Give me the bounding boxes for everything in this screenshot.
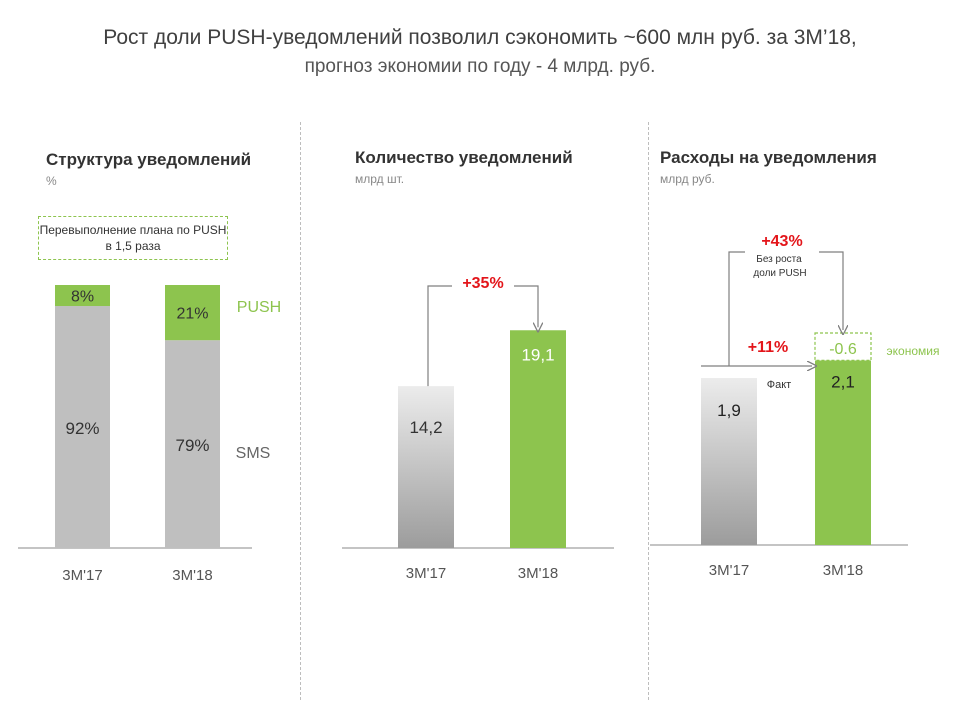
tick-label: 3M'18 — [823, 562, 863, 579]
no-growth-label-bg — [745, 230, 819, 284]
data-label: 92% — [65, 419, 99, 438]
chart-unit: млрд шт. — [355, 172, 405, 186]
chart-unit: млрд руб. — [660, 172, 715, 186]
data-label: 14,2 — [409, 418, 442, 437]
savings-label: -0.6 — [829, 341, 857, 358]
fact-change-label: +11% — [748, 339, 788, 356]
panel-divider — [648, 122, 649, 700]
savings-caption: экономия — [887, 344, 940, 358]
legend-push: PUSH — [237, 299, 281, 316]
legend-sms: SMS — [236, 445, 271, 462]
fact-caption: Факт — [767, 379, 791, 391]
data-label: 21% — [176, 306, 208, 323]
slide-title: Рост доли PUSH-уведомлений позволил сэко… — [103, 26, 857, 49]
chart-title: Структура уведомлений — [46, 150, 252, 169]
tick-label: 3M'17 — [709, 562, 749, 579]
bar-sms — [55, 306, 110, 548]
data-label: 19,1 — [521, 345, 554, 364]
data-label: 1,9 — [717, 401, 741, 420]
bar-3m18 — [510, 330, 566, 548]
data-label: 8% — [71, 289, 94, 306]
no-growth-caption: Без роста — [756, 254, 802, 265]
no-growth-change-label: +43% — [761, 233, 802, 250]
tick-label: 3M'18 — [172, 567, 212, 584]
data-label: 79% — [175, 436, 209, 455]
panel-divider — [300, 122, 301, 700]
plan-annotation: Перевыполнение плана по PUSH в 1,5 раза — [38, 216, 228, 260]
bar-3m17 — [701, 377, 757, 545]
bar-sms — [165, 340, 220, 548]
no-growth-caption: доли PUSH — [753, 268, 806, 279]
tick-label: 3M'17 — [62, 567, 102, 584]
bar-3m18 — [815, 360, 871, 545]
tick-label: 3M'18 — [518, 565, 558, 582]
slide-subtitle: прогноз экономии по году - 4 млрд. руб. — [304, 56, 656, 77]
change-label: +35% — [462, 275, 503, 292]
change-label-bg — [452, 270, 514, 294]
bar-3m17 — [398, 386, 454, 548]
bar-savings — [814, 332, 872, 362]
bar-push — [165, 285, 220, 341]
data-label: 2,1 — [831, 372, 855, 391]
chart-unit: % — [46, 174, 57, 188]
chart-title: Количество уведомлений — [355, 148, 573, 167]
tick-label: 3M'17 — [406, 565, 446, 582]
bar-push — [55, 285, 110, 307]
chart-title: Расходы на уведомления — [660, 148, 877, 167]
